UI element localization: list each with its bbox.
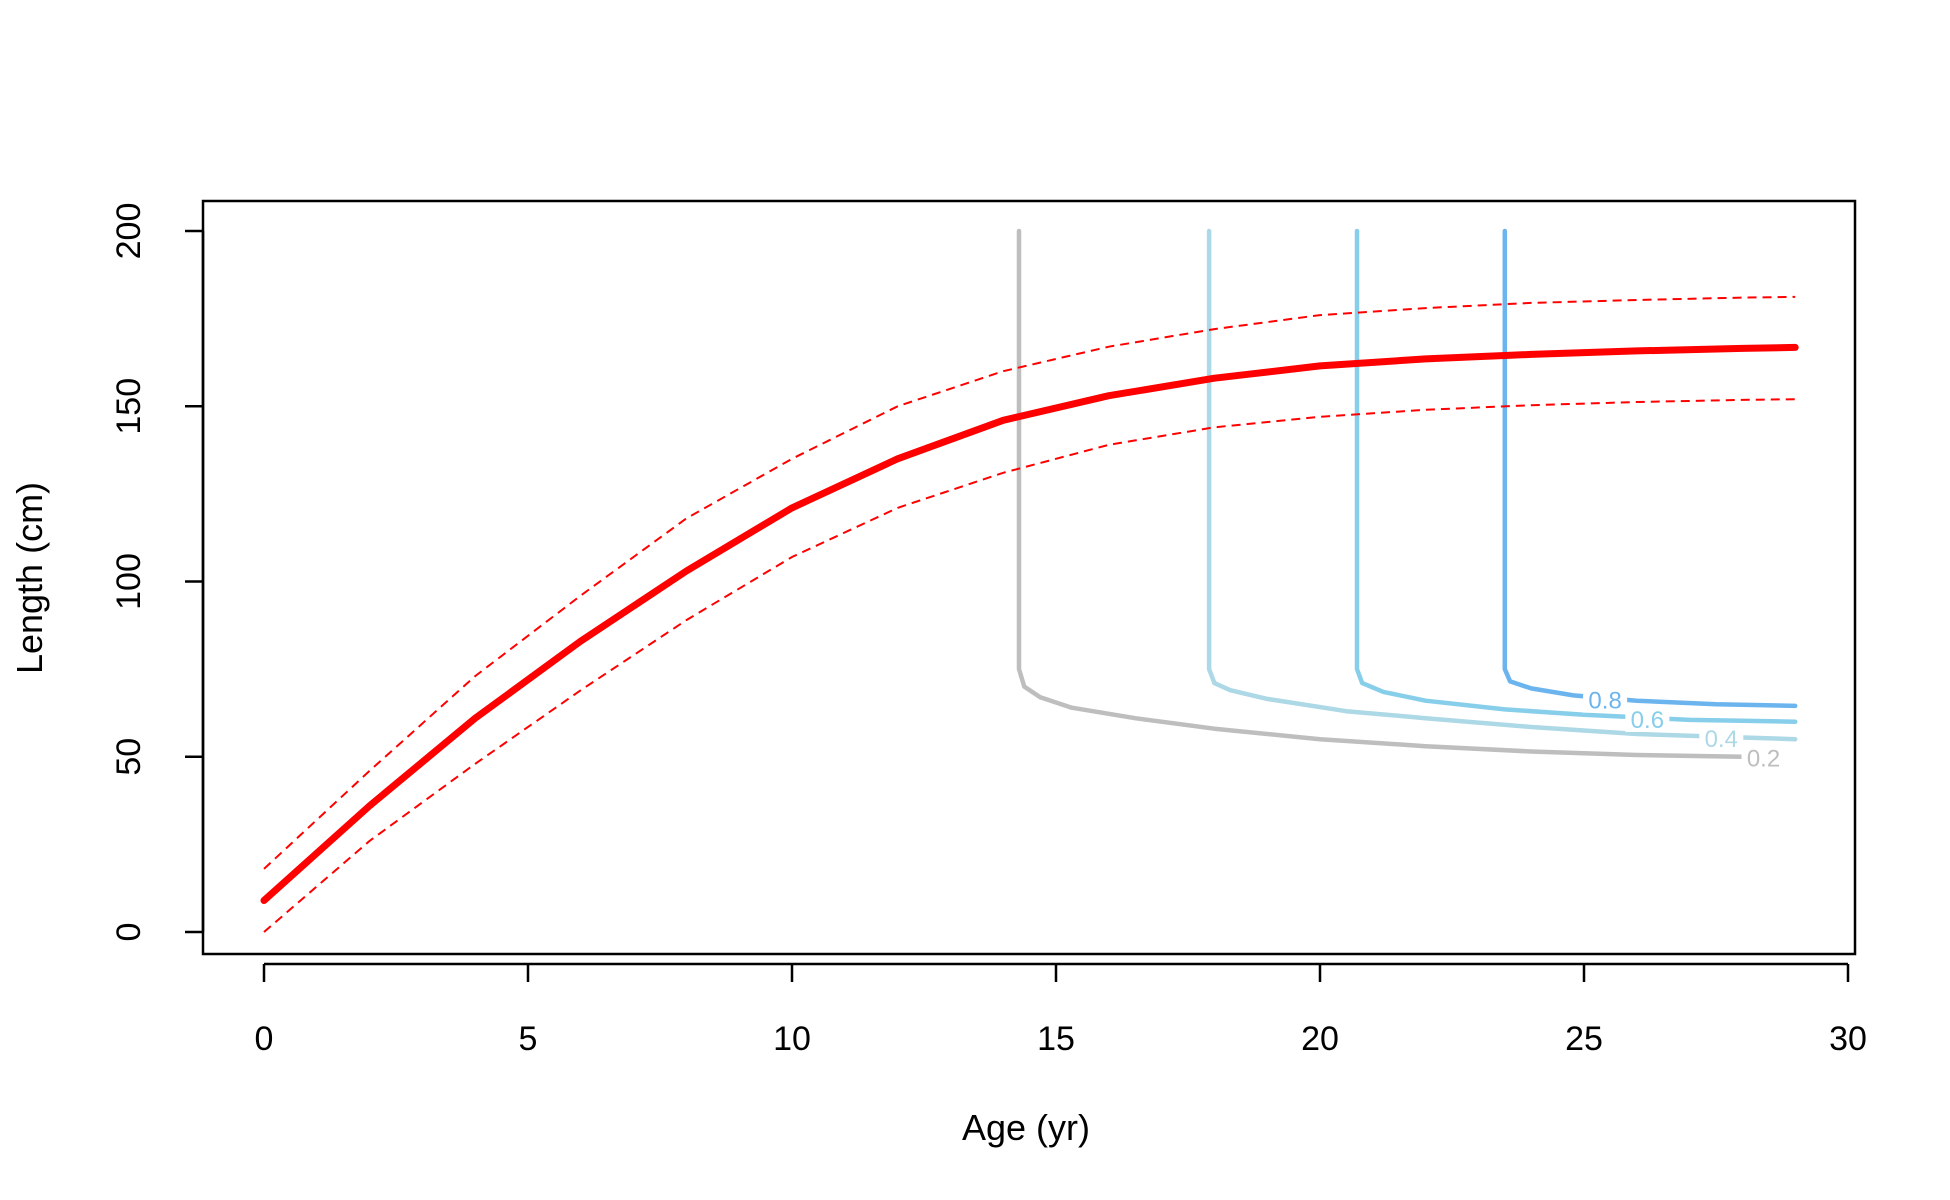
- contour-label-0-6: 0.6: [1631, 707, 1664, 734]
- contour-label-bg: [1699, 727, 1744, 752]
- plot-lines: 0.2 0.4 0.6 0.8: [260, 228, 1799, 933]
- y-axis: 0 50 100 150 200: [110, 203, 205, 942]
- growth-upper-bound-line: [263, 295, 1796, 870]
- y-tick-label: 200: [110, 203, 148, 260]
- y-tick-label: 100: [110, 553, 148, 610]
- x-tick-label: 5: [519, 1020, 538, 1058]
- x-tick-label: 15: [1037, 1020, 1075, 1058]
- contour-line-0-2: [1016, 228, 1745, 760]
- contour-line-0-8: [1502, 228, 1798, 709]
- y-tick-label: 50: [110, 738, 148, 776]
- growth-mean-line: [260, 343, 1799, 904]
- x-tick-label: 0: [255, 1020, 274, 1058]
- x-tick-label: 30: [1829, 1020, 1867, 1058]
- plot-frame: [201, 199, 1857, 956]
- contour-label-0-4: 0.4: [1705, 726, 1738, 753]
- x-tick-label: 10: [773, 1020, 811, 1058]
- contour-line-0-4: [1206, 228, 1798, 742]
- contour-label-0-8: 0.8: [1588, 688, 1621, 715]
- y-tick-label: 150: [110, 378, 148, 435]
- growth-lower-bound-line: [263, 398, 1796, 933]
- y-tick-label: 0: [110, 923, 148, 942]
- x-tick-label: 20: [1301, 1020, 1339, 1058]
- x-axis-title: Age (yr): [962, 1107, 1090, 1148]
- y-axis-title: Length (cm): [9, 482, 50, 674]
- x-axis: 0 5 10 15 20 25 30: [255, 962, 1867, 1058]
- x-tick-label: 25: [1565, 1020, 1603, 1058]
- contour-label-bg: [1583, 688, 1628, 713]
- contour-label-0-2: 0.2: [1747, 746, 1780, 773]
- contour-label-bg: [1741, 746, 1786, 771]
- contour-label-bg: [1625, 707, 1670, 732]
- contour-line-0-6: [1354, 228, 1798, 724]
